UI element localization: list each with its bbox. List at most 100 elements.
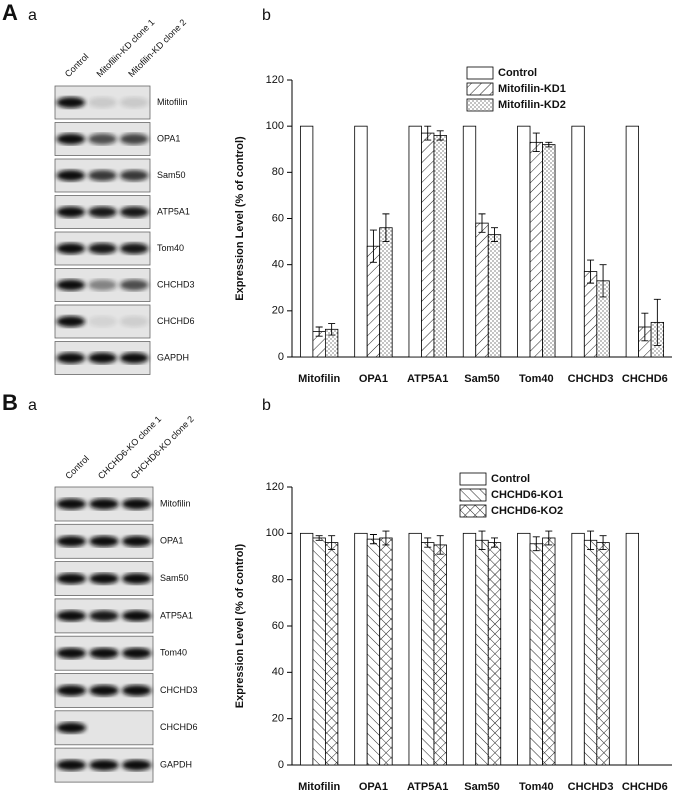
bar — [299, 532, 314, 766]
band — [56, 573, 87, 585]
band — [88, 316, 117, 327]
band — [89, 573, 119, 585]
legend-swatch — [466, 66, 494, 80]
error-bar — [436, 535, 444, 555]
band — [56, 97, 86, 108]
band — [56, 647, 87, 659]
error-bar — [599, 535, 607, 550]
bar — [529, 543, 543, 766]
bar — [596, 542, 610, 766]
x-tick-label: CHCHD6 — [622, 781, 668, 793]
band — [56, 206, 86, 218]
lane-label: Mitofilin-KD clone 1 — [95, 17, 157, 79]
band — [88, 279, 117, 291]
bar — [408, 532, 422, 766]
band — [89, 610, 119, 622]
error-bar — [545, 530, 553, 546]
band — [119, 206, 149, 218]
error-bar — [545, 141, 553, 148]
legend-swatch — [459, 472, 487, 486]
x-tick-label: Tom40 — [519, 781, 554, 793]
x-tick-label: Tom40 — [519, 373, 554, 385]
bar — [475, 222, 489, 358]
bar — [366, 538, 381, 766]
error-bar — [424, 125, 432, 141]
band-label: ATP5A1 — [160, 610, 193, 620]
bar — [542, 144, 556, 358]
bar — [379, 537, 393, 766]
band — [89, 535, 119, 547]
error-bar — [599, 264, 607, 298]
bar — [529, 141, 543, 358]
error-bar — [532, 132, 540, 153]
error-bar — [587, 259, 595, 284]
band — [56, 498, 87, 510]
band — [56, 279, 86, 291]
bar — [462, 532, 477, 766]
y-tick-label: 0 — [278, 759, 284, 771]
band — [121, 759, 152, 771]
band — [56, 535, 87, 547]
y-axis-label: Expression Level (% of control) — [234, 543, 246, 708]
band-label: Tom40 — [157, 243, 184, 253]
band-label: Sam50 — [157, 170, 186, 180]
band — [89, 759, 119, 771]
lane-label: Control — [63, 52, 91, 80]
blot-sublabel: a — [28, 7, 37, 24]
bar — [354, 532, 368, 766]
band — [119, 97, 149, 108]
chart-sublabel: b — [262, 397, 271, 414]
band — [119, 279, 149, 291]
legend-swatch — [466, 82, 494, 96]
band — [56, 352, 86, 364]
band — [56, 610, 87, 622]
error-bar — [641, 312, 649, 342]
band — [119, 170, 149, 181]
error-bar — [587, 530, 595, 550]
band-label: Mitofilin — [160, 498, 191, 508]
band — [56, 316, 86, 327]
lane-label: CHCHD6-KO clone 1 — [96, 414, 163, 481]
band — [121, 647, 152, 659]
bar — [354, 125, 368, 358]
bar — [324, 542, 339, 766]
x-tick-label: OPA1 — [359, 373, 388, 385]
band-label: GAPDH — [157, 352, 189, 362]
band — [121, 535, 152, 547]
legend-label: Control — [491, 473, 530, 485]
bar — [487, 542, 502, 766]
band — [89, 498, 119, 510]
y-tick-label: 60 — [272, 620, 284, 632]
band — [119, 243, 149, 254]
legend-swatch — [459, 488, 487, 502]
band — [56, 133, 86, 145]
bar — [517, 125, 531, 358]
band — [88, 352, 117, 364]
error-bar — [436, 130, 444, 141]
error-bar — [315, 326, 323, 337]
x-tick-label: CHCHD6 — [622, 373, 668, 385]
band-label: Sam50 — [160, 573, 189, 583]
band — [88, 133, 117, 145]
bar — [517, 532, 531, 766]
x-tick-label: OPA1 — [359, 781, 388, 793]
band — [56, 759, 87, 771]
bar — [421, 542, 435, 766]
band — [56, 722, 87, 734]
band-label: CHCHD6 — [157, 316, 195, 326]
panel-label: A — [2, 0, 18, 25]
bar — [299, 125, 314, 358]
blot-sublabel: a — [28, 397, 37, 414]
legend-label: Mitofilin-KD2 — [498, 99, 566, 111]
band — [119, 316, 149, 327]
band — [89, 685, 119, 696]
band — [121, 685, 152, 696]
band — [56, 243, 86, 254]
error-bar — [382, 213, 390, 243]
error-bar — [369, 534, 377, 545]
band — [88, 97, 117, 108]
band — [89, 647, 119, 659]
band — [56, 170, 86, 181]
band — [88, 206, 117, 218]
